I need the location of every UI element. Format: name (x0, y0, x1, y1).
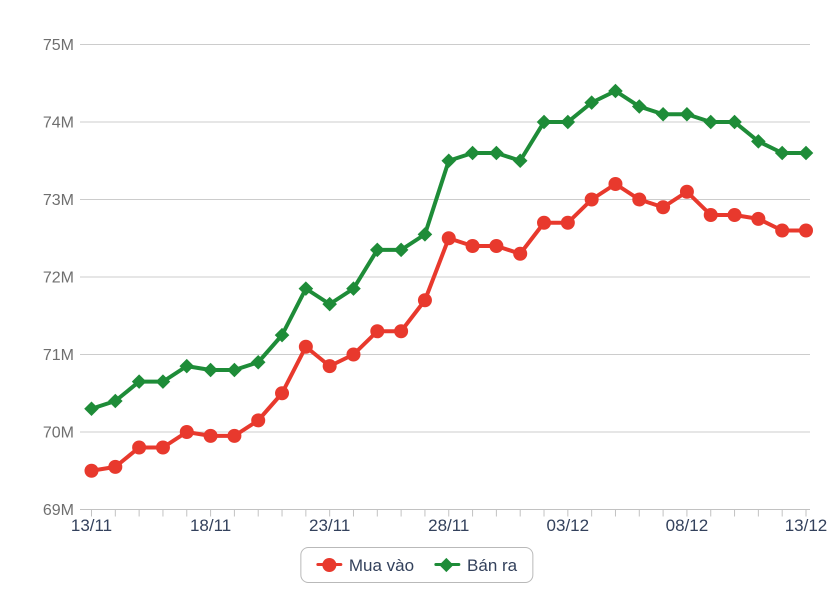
data-point-mua-vao[interactable] (298, 339, 313, 354)
x-axis-label: 13/12 (785, 516, 828, 535)
data-point-mua-vao[interactable] (751, 211, 766, 226)
data-point-ban-ra[interactable] (536, 114, 552, 130)
data-point-mua-vao[interactable] (608, 177, 623, 191)
data-point-ban-ra[interactable] (751, 134, 766, 149)
data-point-ban-ra[interactable] (441, 153, 457, 169)
data-point-mua-vao[interactable] (132, 440, 147, 455)
data-point-mua-vao[interactable] (703, 208, 718, 222)
data-point-mua-vao[interactable] (537, 215, 552, 230)
y-axis-label: 71M (43, 347, 74, 364)
x-axis-label: 03/12 (547, 516, 590, 535)
data-point-ban-ra[interactable] (560, 114, 576, 130)
legend-item-mua-vao[interactable]: Mua vào (315, 555, 415, 575)
data-point-mua-vao[interactable] (489, 239, 504, 253)
data-point-mua-vao[interactable] (108, 459, 123, 474)
data-point-mua-vao[interactable] (394, 324, 409, 339)
data-point-ban-ra[interactable] (608, 83, 623, 99)
data-point-mua-vao[interactable] (560, 215, 575, 230)
y-axis-label: 70M (43, 425, 74, 442)
data-point-mua-vao[interactable] (322, 359, 337, 374)
y-axis-label: 75M (43, 37, 74, 54)
data-point-ban-ra[interactable] (203, 362, 218, 378)
data-point-mua-vao[interactable] (275, 386, 290, 401)
data-point-ban-ra[interactable] (512, 153, 528, 169)
data-point-ban-ra[interactable] (465, 145, 480, 161)
data-point-ban-ra[interactable] (227, 362, 242, 378)
data-point-mua-vao[interactable] (679, 184, 694, 199)
data-point-mua-vao[interactable] (799, 223, 813, 238)
data-point-ban-ra[interactable] (250, 354, 266, 370)
legend-label-ban-ra: Bán ra (467, 555, 518, 575)
data-point-ban-ra[interactable] (798, 145, 814, 161)
mua-vao-line-circle-icon (315, 557, 342, 572)
data-point-mua-vao[interactable] (227, 428, 242, 443)
x-axis-label: 18/11 (190, 516, 231, 535)
x-axis-label: 28/11 (428, 516, 469, 535)
data-point-mua-vao[interactable] (203, 428, 218, 443)
data-point-mua-vao[interactable] (513, 246, 528, 261)
data-point-ban-ra[interactable] (774, 145, 790, 161)
legend-item-ban-ra[interactable]: Bán ra (434, 556, 517, 574)
data-point-mua-vao[interactable] (656, 200, 671, 215)
data-point-ban-ra[interactable] (703, 114, 719, 130)
data-point-ban-ra[interactable] (274, 327, 290, 343)
data-point-mua-vao[interactable] (346, 347, 361, 362)
data-point-mua-vao[interactable] (584, 192, 599, 207)
data-point-ban-ra[interactable] (489, 145, 504, 161)
x-axis-label: 23/11 (309, 516, 350, 535)
data-point-mua-vao[interactable] (179, 425, 194, 439)
data-point-ban-ra[interactable] (393, 242, 409, 258)
y-axis-label: 73M (43, 192, 74, 209)
data-point-mua-vao[interactable] (775, 223, 790, 238)
data-point-ban-ra[interactable] (346, 281, 361, 296)
data-point-ban-ra[interactable] (679, 106, 695, 122)
data-point-ban-ra[interactable] (417, 227, 433, 242)
data-point-mua-vao[interactable] (417, 293, 432, 308)
x-axis-label: 13/11 (71, 516, 112, 535)
data-point-mua-vao[interactable] (727, 208, 742, 222)
y-axis-label: 74M (43, 115, 74, 132)
data-point-ban-ra[interactable] (370, 242, 385, 258)
series-line-ban-ra (89, 89, 808, 411)
x-axis-label: 08/12 (666, 516, 709, 535)
data-point-ban-ra[interactable] (655, 106, 671, 122)
data-point-ban-ra[interactable] (322, 296, 337, 312)
data-point-ban-ra[interactable] (584, 95, 599, 110)
data-point-mua-vao[interactable] (370, 324, 385, 339)
data-point-mua-vao[interactable] (251, 413, 266, 428)
data-point-ban-ra[interactable] (631, 99, 647, 114)
data-point-ban-ra[interactable] (131, 374, 147, 389)
legend: Mua vào Bán ra (299, 547, 534, 583)
data-point-ban-ra[interactable] (298, 281, 314, 296)
series-line-mua-vao (89, 182, 808, 473)
legend-label-mua-vao: Mua vào (348, 555, 415, 575)
data-point-mua-vao[interactable] (465, 239, 480, 253)
data-point-mua-vao[interactable] (632, 192, 647, 207)
ban-ra-line-diamond-icon (434, 557, 461, 572)
data-point-ban-ra[interactable] (84, 401, 99, 417)
data-point-ban-ra[interactable] (179, 358, 195, 374)
data-point-mua-vao[interactable] (155, 440, 170, 455)
data-point-ban-ra[interactable] (155, 374, 171, 389)
data-point-mua-vao[interactable] (84, 463, 99, 478)
data-point-ban-ra[interactable] (108, 393, 123, 409)
data-point-ban-ra[interactable] (727, 114, 742, 130)
y-axis-label: 69M (43, 502, 74, 519)
y-axis-label: 72M (43, 270, 74, 287)
data-point-mua-vao[interactable] (441, 231, 456, 246)
